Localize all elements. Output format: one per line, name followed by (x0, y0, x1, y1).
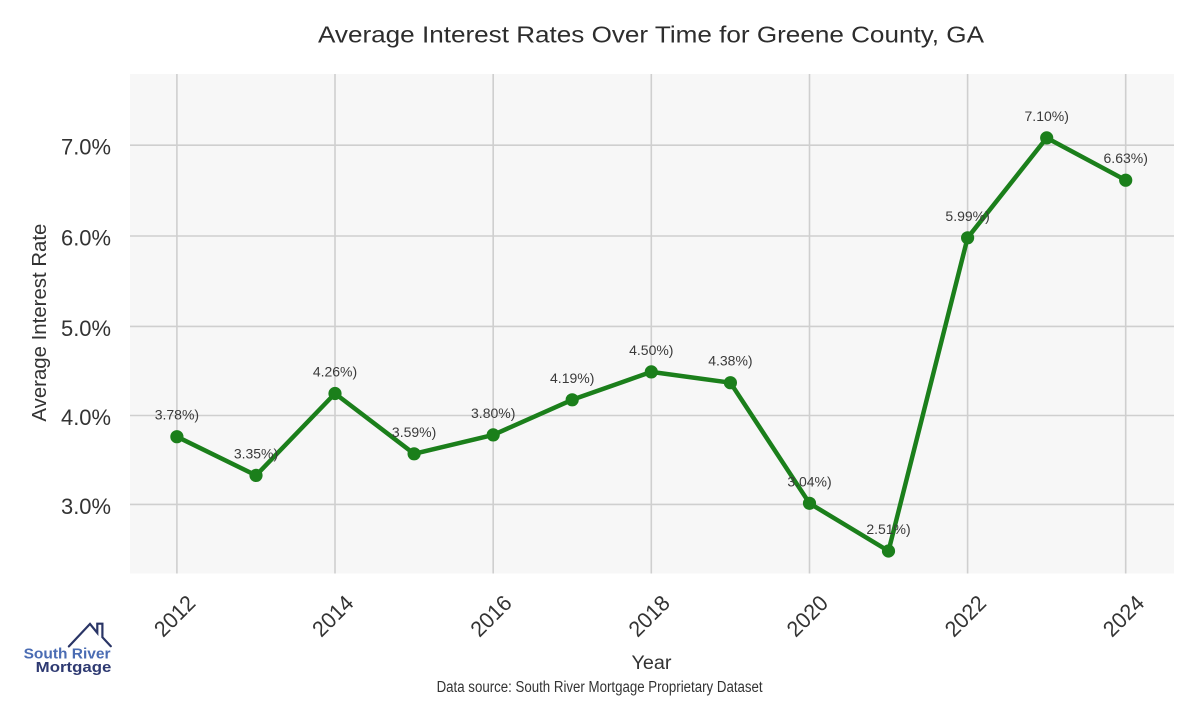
svg-text:3.0%: 3.0% (61, 494, 111, 519)
svg-text:6.63%): 6.63%) (1104, 150, 1148, 166)
svg-text:6.0%: 6.0% (61, 226, 111, 251)
svg-text:3.04%): 3.04%) (787, 473, 831, 489)
svg-text:4.26%): 4.26%) (313, 364, 357, 380)
svg-text:South River: South River (24, 646, 111, 663)
svg-text:Year: Year (632, 653, 673, 674)
svg-text:Data source: South River Mortg: Data source: South River Mortgage Propri… (437, 679, 764, 696)
svg-text:2.51%): 2.51%) (866, 521, 910, 537)
svg-text:4.38%): 4.38%) (708, 353, 752, 369)
svg-text:3.78%): 3.78%) (155, 407, 199, 423)
svg-text:5.99%): 5.99%) (945, 208, 989, 224)
svg-text:3.59%): 3.59%) (392, 424, 436, 440)
svg-text:Mortgage: Mortgage (36, 660, 112, 676)
svg-text:4.0%: 4.0% (61, 405, 111, 430)
svg-text:4.50%): 4.50%) (629, 342, 673, 358)
svg-text:Average Interest Rate: Average Interest Rate (29, 224, 51, 422)
svg-text:3.35%): 3.35%) (234, 445, 278, 461)
svg-text:5.0%: 5.0% (61, 316, 111, 341)
svg-text:7.10%): 7.10%) (1025, 108, 1069, 124)
svg-text:3.80%): 3.80%) (471, 405, 515, 421)
svg-text:7.0%: 7.0% (61, 135, 111, 160)
svg-text:Average Interest Rates Over Ti: Average Interest Rates Over Time for Gre… (318, 22, 985, 48)
svg-text:4.19%): 4.19%) (550, 370, 594, 386)
